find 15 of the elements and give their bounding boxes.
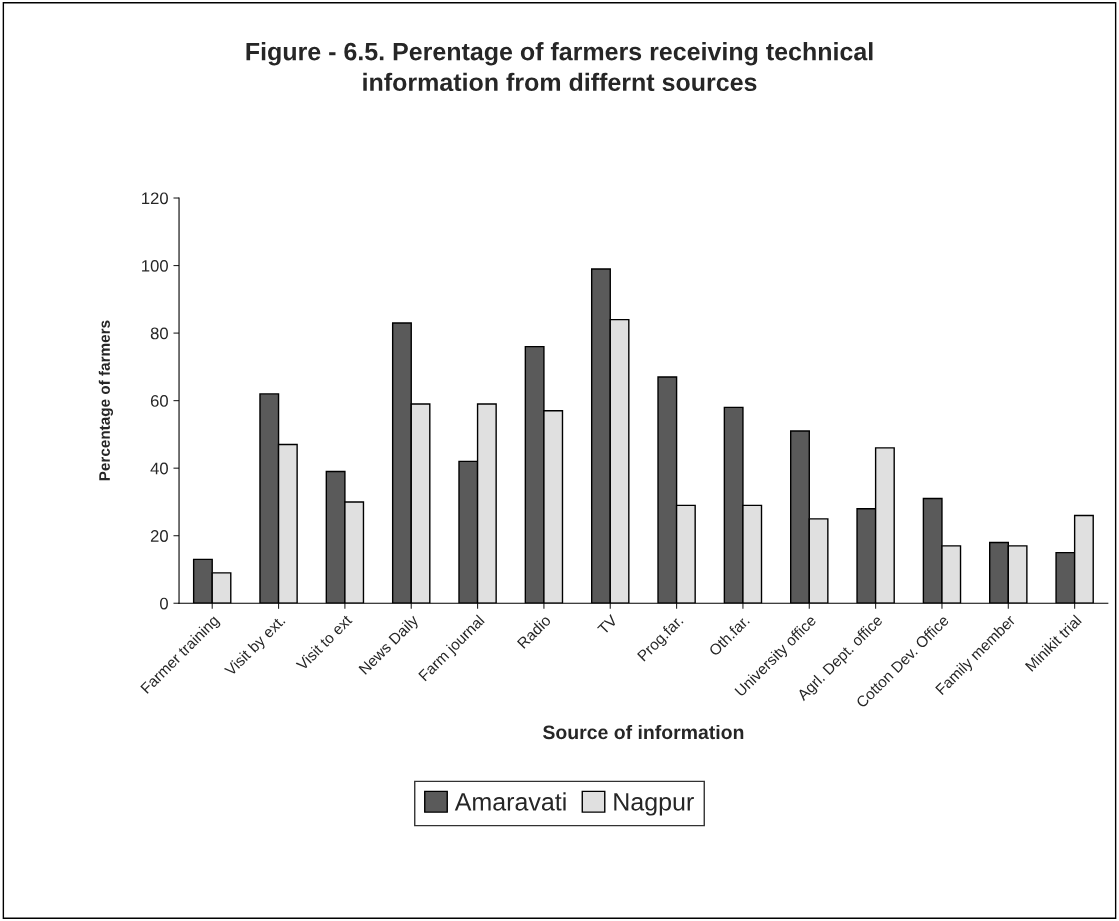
x-tick-label: TV [597, 614, 619, 636]
y-axis-title: Percentage of farmers [98, 320, 114, 481]
y-tick-label: 80 [150, 327, 168, 340]
y-tick-label: 120 [142, 192, 168, 205]
y-tick-label: 60 [150, 395, 168, 407]
legend-label: Nagpur [614, 793, 694, 816]
legend-label: Amaravati [454, 792, 566, 811]
x-axis-title: Source of information [542, 724, 744, 740]
x-tick-label: Visit to ext [295, 613, 353, 672]
y-tick-label: 20 [150, 530, 168, 542]
x-tick-label: Visit by ext. [223, 614, 288, 679]
chart-title: Figure - 6.5. Perentage of farmers receiving technical information from differnt sources [246, 42, 873, 92]
y-tick-label: 40 [150, 462, 168, 475]
y-tick-label: 0 [160, 597, 168, 610]
y-tick-label: 100 [142, 259, 168, 272]
